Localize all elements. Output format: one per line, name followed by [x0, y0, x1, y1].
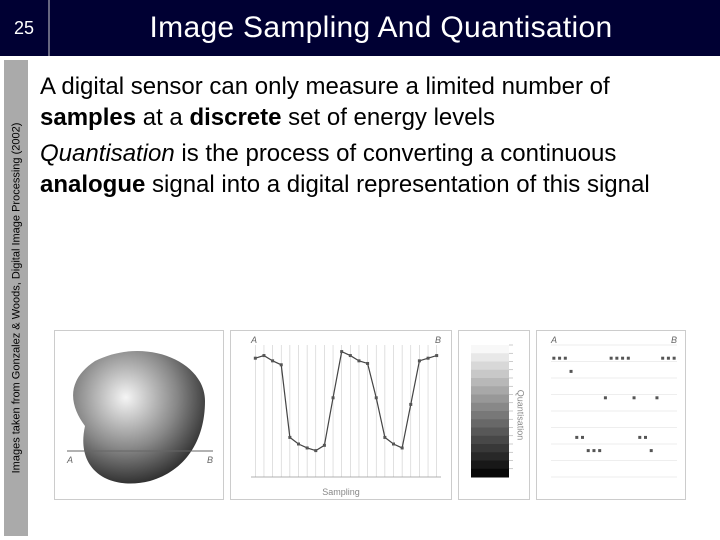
quantisation-caption-wrap: Quantisation [513, 331, 527, 499]
p1-pre: A digital sensor can only measure a limi… [40, 73, 610, 100]
paragraph-1: A digital sensor can only measure a limi… [40, 72, 710, 133]
svg-text:A: A [550, 335, 557, 345]
p1-b1: samples [40, 104, 136, 131]
svg-text:B: B [435, 335, 441, 345]
slide: 25 Image Sampling And Quantisation Image… [0, 0, 720, 540]
p1-b2: discrete [189, 104, 281, 131]
quantisation-caption: Quantisation [515, 390, 525, 441]
label-A: A [66, 455, 73, 465]
p2-b: analogue [40, 171, 145, 198]
page-number: 25 [0, 0, 50, 56]
p2-i: Quantisation [40, 140, 175, 167]
sampling-caption: Sampling [231, 487, 451, 497]
header-bar: 25 Image Sampling And Quantisation [0, 0, 720, 56]
body-text: A digital sensor can only measure a limi… [40, 72, 710, 207]
credit-text: Images taken from Gonzalez & Woods, Digi… [10, 123, 22, 474]
svg-text:B: B [671, 335, 677, 345]
p2-mid: is the process of converting a continuou… [175, 140, 617, 167]
p1-post: set of energy levels [282, 104, 495, 131]
p2-post: signal into a digital representation of … [145, 171, 649, 198]
slide-title: Image Sampling And Quantisation [50, 11, 720, 45]
figure-quantised: AB [536, 330, 686, 500]
figure-grayscale: Quantisation [458, 330, 530, 500]
p1-mid: at a [136, 104, 189, 131]
svg-text:A: A [250, 335, 257, 345]
figure-scanline: A B [54, 330, 224, 500]
label-B: B [207, 455, 213, 465]
side-credit: Images taken from Gonzalez & Woods, Digi… [4, 60, 28, 536]
figure-row: A B AB Sampling Quantisation AB [54, 330, 694, 500]
paragraph-2: Quantisation is the process of convertin… [40, 139, 710, 200]
figure-sampling: A B Sampling [230, 330, 452, 500]
blob-shape [73, 351, 205, 484]
